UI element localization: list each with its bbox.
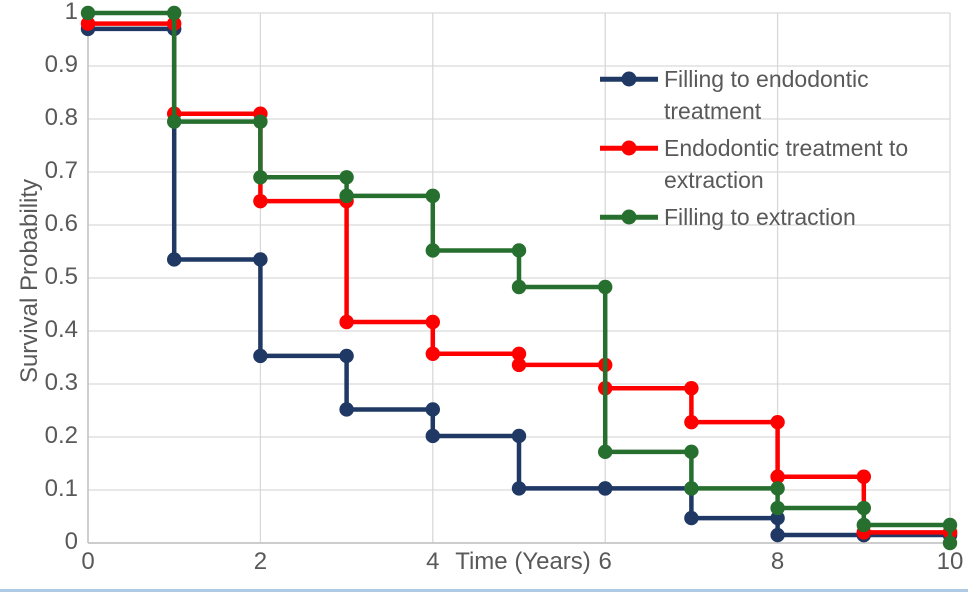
- data-point-marker: [167, 114, 182, 129]
- legend: Filling to endodontic treatment Endodontic…: [600, 63, 908, 238]
- x-tick-label: 0: [81, 548, 95, 575]
- x-tick-label: 10: [936, 548, 964, 575]
- data-point-marker: [253, 252, 268, 267]
- legend-label-line: Filling to extraction: [664, 204, 856, 230]
- data-point-marker: [80, 16, 96, 31]
- data-point-marker: [425, 428, 440, 444]
- data-point-marker: [684, 414, 699, 430]
- x-tick-label: 6: [598, 548, 612, 575]
- legend-label: Endodontic treatment to extraction: [664, 132, 908, 196]
- x-tick-label: 2: [253, 548, 268, 575]
- data-point-marker: [339, 188, 354, 204]
- legend-label-line: Filling to endodontic: [664, 66, 869, 92]
- data-point-marker: [253, 170, 268, 185]
- x-tick-label: 4: [426, 548, 440, 575]
- y-tick-label: 0: [64, 527, 78, 555]
- data-point-marker: [511, 279, 527, 295]
- data-point-marker: [598, 279, 613, 295]
- y-tick-label: 0.9: [44, 50, 78, 78]
- legend-line-marker-icon: [600, 201, 658, 233]
- y-tick-label: 0.7: [44, 156, 78, 184]
- legend-entry-filling-to-extraction: Filling to extraction: [600, 201, 908, 233]
- data-point-marker: [770, 481, 785, 496]
- legend-line-marker-icon: [600, 132, 658, 164]
- data-point-marker: [770, 527, 785, 543]
- y-tick-label: 0.2: [44, 421, 78, 449]
- data-point-marker: [598, 444, 613, 460]
- data-point-marker: [253, 193, 268, 209]
- data-point-marker: [770, 500, 785, 516]
- y-tick-label: 0.4: [44, 315, 78, 343]
- data-point-marker: [684, 381, 699, 396]
- data-point-marker: [511, 481, 527, 496]
- data-point-marker: [425, 188, 440, 204]
- data-point-marker: [253, 348, 268, 364]
- y-tick-label: 0.6: [44, 209, 78, 237]
- legend-label: Filling to extraction: [664, 201, 856, 233]
- data-point-marker: [511, 243, 527, 258]
- legend-label-line: treatment: [664, 98, 762, 124]
- data-point-marker: [425, 402, 440, 417]
- data-point-marker: [80, 5, 96, 21]
- legend-label-line: extraction: [664, 167, 764, 193]
- data-point-marker: [942, 535, 958, 551]
- data-point-marker: [684, 444, 699, 460]
- bottom-window-edge: [0, 589, 968, 592]
- y-tick-label: 0.8: [44, 103, 78, 131]
- data-point-marker: [770, 469, 785, 484]
- data-point-marker: [511, 346, 527, 361]
- legend-label: Filling to endodontic treatment: [664, 63, 869, 127]
- data-point-marker: [511, 357, 527, 373]
- legend-entry-endodontic-treatment-to-extraction: Endodontic treatment to extraction: [600, 132, 908, 196]
- data-point-marker: [856, 469, 871, 484]
- legend-line-marker-icon: [600, 63, 658, 95]
- x-axis-title: Time (Years): [455, 548, 591, 575]
- y-tick-label: 0.3: [44, 368, 78, 396]
- data-point-marker: [339, 314, 354, 330]
- x-tick-label: 8: [770, 548, 785, 575]
- data-point-marker: [856, 517, 871, 533]
- data-point-marker: [684, 481, 699, 496]
- y-tick-label: 0.1: [44, 474, 78, 502]
- data-point-marker: [167, 5, 182, 21]
- data-point-marker: [942, 517, 958, 533]
- y-tick-label: 1: [64, 0, 78, 25]
- y-tick-label: 0.5: [44, 262, 78, 290]
- data-point-marker: [425, 346, 440, 361]
- data-point-marker: [425, 314, 440, 330]
- data-point-marker: [598, 481, 613, 496]
- data-point-marker: [770, 510, 785, 526]
- data-point-marker: [339, 402, 354, 417]
- data-point-marker: [339, 170, 354, 185]
- data-point-marker: [167, 252, 182, 267]
- data-point-marker: [511, 428, 527, 444]
- data-point-marker: [684, 510, 699, 526]
- legend-label-line: Endodontic treatment to: [664, 135, 909, 161]
- data-point-marker: [339, 348, 354, 364]
- data-point-marker: [856, 500, 871, 516]
- legend-entry-filling-to-endodontic-treatment: Filling to endodontic treatment: [600, 63, 908, 127]
- data-point-marker: [770, 414, 785, 430]
- data-point-marker: [425, 243, 440, 258]
- data-point-marker: [253, 114, 268, 129]
